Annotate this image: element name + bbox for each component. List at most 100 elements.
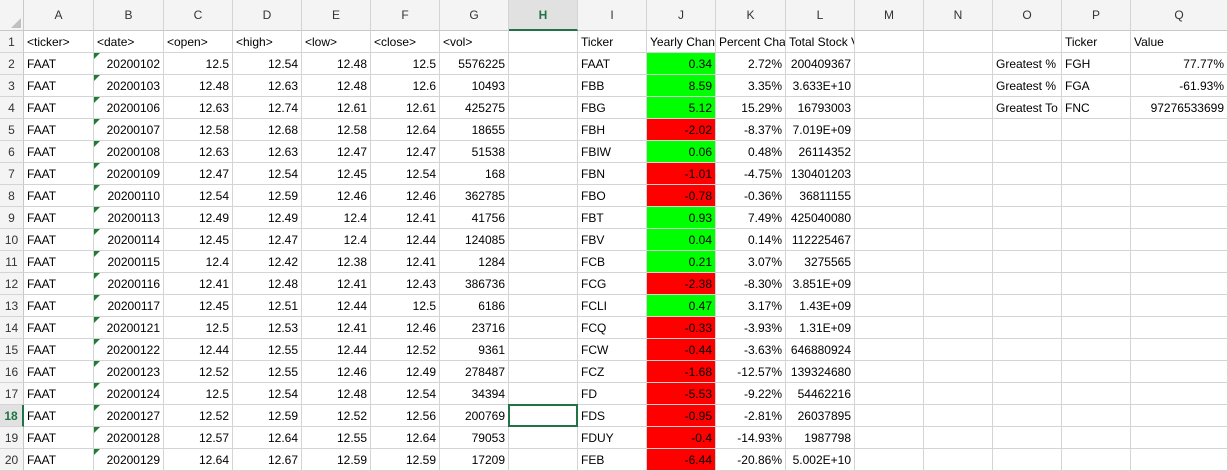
cell-i14[interactable]: FCQ	[578, 317, 647, 339]
cell-h3[interactable]	[509, 75, 578, 97]
cell-q8[interactable]	[1131, 185, 1228, 207]
cell-f19[interactable]: 12.64	[371, 427, 440, 449]
column-header-h[interactable]: H	[509, 0, 578, 31]
cell-j15[interactable]: -0.44	[647, 339, 716, 361]
row-header[interactable]: 18	[0, 405, 24, 427]
cell-q19[interactable]	[1131, 427, 1228, 449]
cell-n2[interactable]	[924, 53, 993, 75]
cell-n5[interactable]	[924, 119, 993, 141]
cell-q3[interactable]: -61.93%	[1131, 75, 1228, 97]
cell-m9[interactable]	[855, 207, 924, 229]
cell-e5[interactable]: 12.58	[302, 119, 371, 141]
cell-a2[interactable]: FAAT	[24, 53, 94, 75]
cell-a17[interactable]: FAAT	[24, 383, 94, 405]
cell-c19[interactable]: 12.57	[164, 427, 233, 449]
cell-j19[interactable]: -0.4	[647, 427, 716, 449]
cell-n10[interactable]	[924, 229, 993, 251]
cell-d15[interactable]: 12.55	[233, 339, 302, 361]
cell-e18[interactable]: 12.52	[302, 405, 371, 427]
row-header[interactable]: 9	[0, 207, 24, 229]
cell-b12[interactable]: 20200116	[94, 273, 164, 295]
cell-d9[interactable]: 12.49	[233, 207, 302, 229]
cell-n19[interactable]	[924, 427, 993, 449]
cell-p10[interactable]	[1062, 229, 1131, 251]
cell-q15[interactable]	[1131, 339, 1228, 361]
row-header[interactable]: 10	[0, 229, 24, 251]
cell-a10[interactable]: FAAT	[24, 229, 94, 251]
cell-o8[interactable]	[993, 185, 1062, 207]
cell-a15[interactable]: FAAT	[24, 339, 94, 361]
cell-d3[interactable]: 12.63	[233, 75, 302, 97]
cell-k18[interactable]: -2.81%	[716, 405, 786, 427]
cell-i11[interactable]: FCB	[578, 251, 647, 273]
cell-p12[interactable]	[1062, 273, 1131, 295]
cell-h12[interactable]	[509, 273, 578, 295]
cell-c7[interactable]: 12.47	[164, 163, 233, 185]
cell-a13[interactable]: FAAT	[24, 295, 94, 317]
column-header-e[interactable]: E	[302, 0, 371, 31]
cell-e9[interactable]: 12.4	[302, 207, 371, 229]
cell-c18[interactable]: 12.52	[164, 405, 233, 427]
cell-b10[interactable]: 20200114	[94, 229, 164, 251]
cell-e13[interactable]: 12.44	[302, 295, 371, 317]
cell-j12[interactable]: -2.38	[647, 273, 716, 295]
cell-a3[interactable]: FAAT	[24, 75, 94, 97]
cell-n9[interactable]	[924, 207, 993, 229]
cell-g19[interactable]: 79053	[440, 427, 509, 449]
cell-q2[interactable]: 77.77%	[1131, 53, 1228, 75]
cell-q5[interactable]	[1131, 119, 1228, 141]
cell-n20[interactable]	[924, 449, 993, 471]
cell-c20[interactable]: 12.64	[164, 449, 233, 471]
cell-i13[interactable]: FCLI	[578, 295, 647, 317]
cell-a7[interactable]: FAAT	[24, 163, 94, 185]
cell-j6[interactable]: 0.06	[647, 141, 716, 163]
cell-k14[interactable]: -3.93%	[716, 317, 786, 339]
cell-k20[interactable]: -20.86%	[716, 449, 786, 471]
cell-h6[interactable]	[509, 141, 578, 163]
cell-b8[interactable]: 20200110	[94, 185, 164, 207]
cell-m4[interactable]	[855, 97, 924, 119]
cell-h15[interactable]	[509, 339, 578, 361]
cell-d4[interactable]: 12.74	[233, 97, 302, 119]
cell-n16[interactable]	[924, 361, 993, 383]
cell-f18[interactable]: 12.56	[371, 405, 440, 427]
cell-g4[interactable]: 425275	[440, 97, 509, 119]
cell-j14[interactable]: -0.33	[647, 317, 716, 339]
cell-h17[interactable]	[509, 383, 578, 405]
cell-p11[interactable]	[1062, 251, 1131, 273]
column-header-d[interactable]: D	[233, 0, 302, 31]
cell-d20[interactable]: 12.67	[233, 449, 302, 471]
cell-p8[interactable]	[1062, 185, 1131, 207]
column-header-i[interactable]: I	[578, 0, 647, 31]
cell-g9[interactable]: 41756	[440, 207, 509, 229]
cell-q14[interactable]	[1131, 317, 1228, 339]
cell-l1[interactable]: Total Stock Volume	[786, 31, 855, 53]
cell-n14[interactable]	[924, 317, 993, 339]
cell-l5[interactable]: 7.019E+09	[786, 119, 855, 141]
cell-o6[interactable]	[993, 141, 1062, 163]
cell-h5[interactable]	[509, 119, 578, 141]
cell-k3[interactable]: 3.35%	[716, 75, 786, 97]
cell-k16[interactable]: -12.57%	[716, 361, 786, 383]
cell-p14[interactable]	[1062, 317, 1131, 339]
cell-f15[interactable]: 12.52	[371, 339, 440, 361]
cell-a12[interactable]: FAAT	[24, 273, 94, 295]
cell-b9[interactable]: 20200113	[94, 207, 164, 229]
cell-h20[interactable]	[509, 449, 578, 471]
cell-f1[interactable]: <close>	[371, 31, 440, 53]
cell-o11[interactable]	[993, 251, 1062, 273]
column-header-k[interactable]: K	[716, 0, 786, 31]
cell-l3[interactable]: 3.633E+10	[786, 75, 855, 97]
cell-l11[interactable]: 3275565	[786, 251, 855, 273]
cell-n7[interactable]	[924, 163, 993, 185]
cell-i9[interactable]: FBT	[578, 207, 647, 229]
cell-n3[interactable]	[924, 75, 993, 97]
cell-j11[interactable]: 0.21	[647, 251, 716, 273]
cell-q7[interactable]	[1131, 163, 1228, 185]
row-header[interactable]: 3	[0, 75, 24, 97]
row-header[interactable]: 16	[0, 361, 24, 383]
cell-i12[interactable]: FCG	[578, 273, 647, 295]
cell-f5[interactable]: 12.64	[371, 119, 440, 141]
cell-c14[interactable]: 12.5	[164, 317, 233, 339]
cell-e15[interactable]: 12.44	[302, 339, 371, 361]
